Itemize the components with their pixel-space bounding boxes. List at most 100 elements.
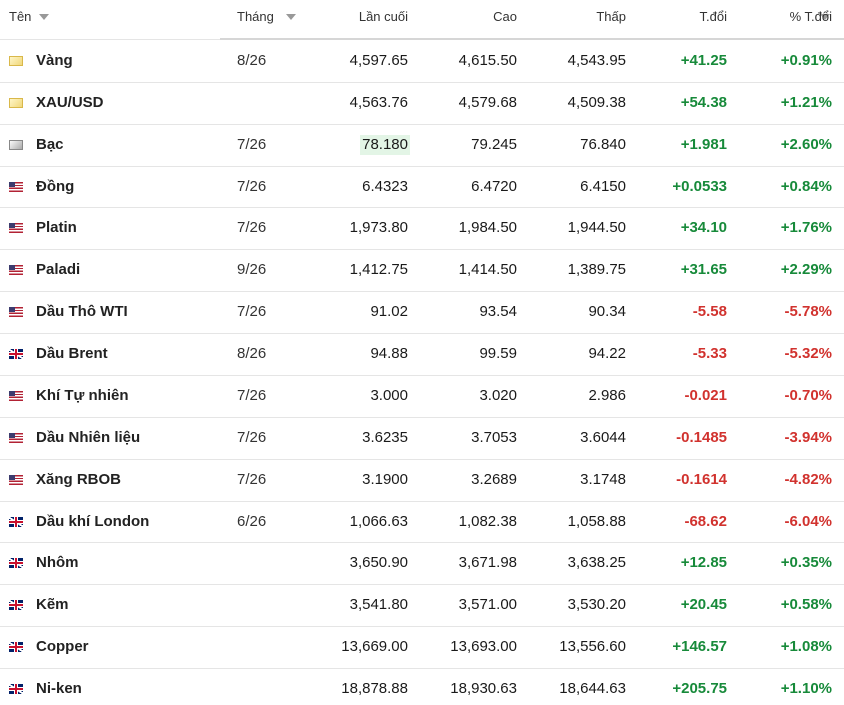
flag-icon: [9, 181, 23, 192]
cell-value: 1,944.50: [567, 219, 626, 237]
commodity-name[interactable]: Đồng: [36, 177, 75, 195]
contract-month: 7/26: [237, 177, 267, 195]
cell-value: 13,669.00: [341, 638, 408, 656]
contract-month: 9/26: [237, 261, 267, 279]
contract-month: 7/26: [237, 219, 267, 237]
cell-value: -0.021: [684, 386, 727, 404]
cell-value: -0.70%: [784, 386, 832, 404]
commodity-name[interactable]: Ni-ken: [36, 679, 82, 697]
commodity-name[interactable]: Copper: [36, 638, 89, 656]
cell-value: -4.82%: [784, 470, 832, 488]
flag-icon: [9, 55, 23, 66]
cell-value: 3,650.90: [349, 554, 408, 572]
row-border: [0, 542, 844, 544]
cell-value: 78.180: [360, 134, 410, 155]
cell-value: 4,615.50: [458, 51, 517, 69]
commodity-name[interactable]: Kẽm: [36, 596, 69, 614]
cell-value: 91.02: [370, 303, 408, 321]
cell-value: 4,597.65: [349, 51, 408, 69]
column-header[interactable]: % T.đổi: [789, 9, 832, 24]
cell-value: 3.7053: [471, 428, 517, 446]
cell-value: 79.245: [471, 135, 517, 153]
commodity-name[interactable]: Paladi: [36, 261, 81, 279]
contract-month: 7/26: [237, 386, 267, 404]
commodity-name[interactable]: Dầu khí London: [36, 512, 150, 530]
cell-value: 3.6235: [362, 428, 408, 446]
sort-arrow[interactable]: [286, 14, 296, 20]
contract-month: 7/26: [237, 135, 267, 153]
cell-value: +34.10: [680, 219, 727, 237]
flag-icon: [9, 516, 23, 527]
row-border: [0, 165, 844, 167]
cell-value: 3.2689: [471, 470, 517, 488]
cell-value: +12.85: [680, 554, 727, 572]
flag-icon: [9, 474, 23, 485]
contract-month: 8/26: [237, 345, 267, 363]
commodity-name[interactable]: Dầu Nhiên liệu: [36, 428, 141, 446]
cell-value: -5.33: [692, 345, 727, 363]
commodity-name[interactable]: XAU/USD: [36, 93, 104, 111]
flag-icon: [9, 390, 23, 401]
cell-value: +54.38: [680, 93, 727, 111]
column-header[interactable]: Tháng: [237, 9, 274, 24]
flag-icon: [9, 349, 23, 360]
cell-value: +0.35%: [780, 554, 832, 572]
cell-value: 2.986: [588, 386, 626, 404]
row-border: [0, 249, 844, 251]
column-header[interactable]: Thấp: [596, 9, 626, 24]
cell-value: -0.1485: [676, 428, 727, 446]
commodity-name[interactable]: Dầu Thô WTI: [36, 303, 128, 321]
column-header[interactable]: T.đổi: [699, 9, 727, 24]
cell-value: +41.25: [680, 51, 727, 69]
cell-value: -0.1614: [676, 470, 727, 488]
column-header[interactable]: Cao: [493, 9, 517, 24]
cell-value: 3,541.80: [349, 596, 408, 614]
row-border: [0, 207, 844, 209]
flag-icon: [9, 683, 23, 694]
flag-icon: [9, 642, 23, 653]
row-border: [0, 584, 844, 586]
commodity-name[interactable]: Vàng: [36, 51, 73, 69]
flag-icon: [9, 432, 23, 443]
column-header[interactable]: Lần cuối: [358, 9, 408, 24]
cell-value: 1,984.50: [458, 219, 517, 237]
cell-value: +20.45: [680, 596, 727, 614]
cell-value: +1.08%: [780, 638, 832, 656]
commodity-name[interactable]: Dầu Brent: [36, 345, 108, 363]
commodity-name[interactable]: Platin: [36, 219, 77, 237]
cell-value: 94.22: [588, 345, 626, 363]
column-header[interactable]: Tên: [9, 9, 32, 24]
commodity-name[interactable]: Nhôm: [36, 554, 79, 572]
cell-value: 3,571.00: [458, 596, 517, 614]
cell-value: +2.60%: [780, 135, 832, 153]
cell-value: +0.58%: [780, 596, 832, 614]
cell-value: 18,644.63: [559, 679, 626, 697]
cell-value: 3.6044: [580, 428, 626, 446]
flag-icon: [9, 265, 23, 276]
flag-icon: [9, 558, 23, 569]
commodity-name[interactable]: Bạc: [36, 135, 64, 153]
contract-month: 7/26: [237, 428, 267, 446]
cell-value: 1,066.63: [349, 512, 408, 530]
row-border: [0, 81, 844, 83]
cell-value: 3,530.20: [567, 596, 626, 614]
cell-value: 18,878.88: [341, 679, 408, 697]
row-border: [0, 626, 844, 628]
cell-value: +0.91%: [780, 51, 832, 69]
flag-icon: [9, 97, 23, 108]
cell-value: +1.10%: [780, 679, 832, 697]
cell-value: 4,509.38: [567, 93, 626, 111]
commodity-name[interactable]: Xăng RBOB: [36, 470, 122, 488]
row-border: [0, 123, 844, 125]
header-border: [0, 39, 220, 40]
cell-value: 1,058.88: [567, 512, 626, 530]
contract-month: 7/26: [237, 470, 267, 488]
cell-value: 4,543.95: [567, 51, 626, 69]
sort-arrow[interactable]: [820, 14, 830, 20]
cell-value: 1,414.50: [458, 261, 517, 279]
cell-value: +0.0533: [672, 177, 727, 195]
row-border: [0, 291, 844, 293]
commodity-name[interactable]: Khí Tự nhiên: [36, 386, 129, 404]
cell-value: 3.020: [479, 386, 517, 404]
sort-arrow[interactable]: [39, 14, 49, 20]
